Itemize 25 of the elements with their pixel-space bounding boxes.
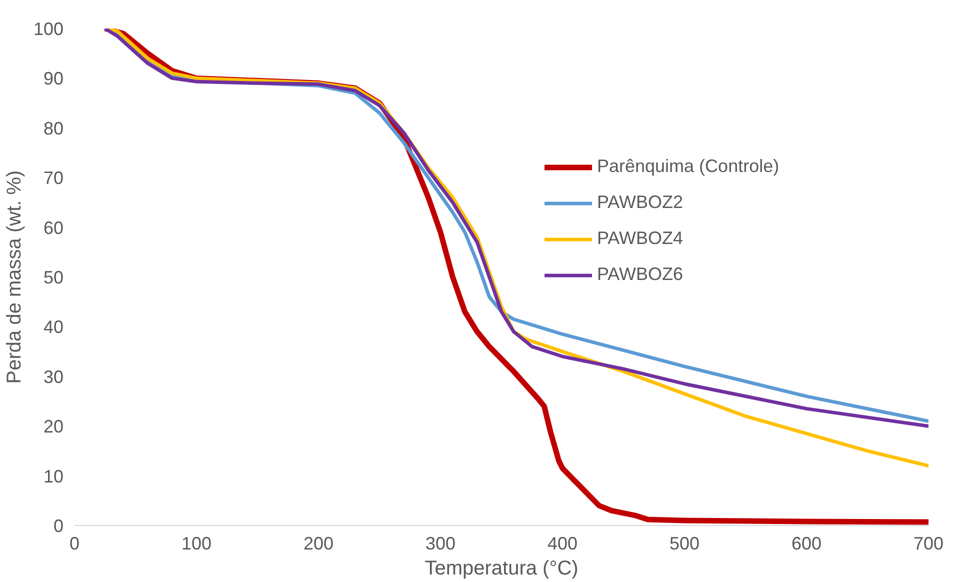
y-tick-label: 70 (43, 168, 64, 188)
y-tick-label: 60 (43, 218, 64, 238)
x-tick-label: 600 (791, 534, 822, 554)
legend-label: PAWBOZ6 (597, 264, 684, 285)
x-tick-label: 700 (913, 534, 944, 554)
y-tick-label: 90 (43, 68, 64, 89)
y-tick-label: 80 (43, 118, 64, 138)
x-axis-title: Temperatura (°C) (424, 558, 578, 580)
y-tick-label: 50 (43, 268, 64, 288)
y-axis-title: Perda de massa (wt. %) (3, 170, 26, 384)
x-tick-label: 0 (69, 534, 80, 554)
x-tick-label: 200 (303, 534, 334, 554)
y-tick-label: 30 (43, 366, 64, 387)
legend-label: PAWBOZ2 (597, 192, 684, 213)
y-tick-label: 40 (43, 317, 64, 338)
y-tick-label: 10 (43, 466, 64, 486)
y-tick-label: 20 (43, 416, 64, 437)
y-tick-label: 100 (33, 19, 64, 39)
x-tick-label: 300 (425, 534, 456, 554)
legend-label: Parênquima (Controle) (597, 156, 780, 177)
x-tick-label: 400 (547, 534, 578, 554)
x-tick-label: 100 (181, 534, 212, 554)
y-tick-label: 0 (53, 516, 64, 536)
x-tick-label: 500 (669, 534, 700, 554)
legend-label: PAWBOZ4 (597, 228, 684, 249)
